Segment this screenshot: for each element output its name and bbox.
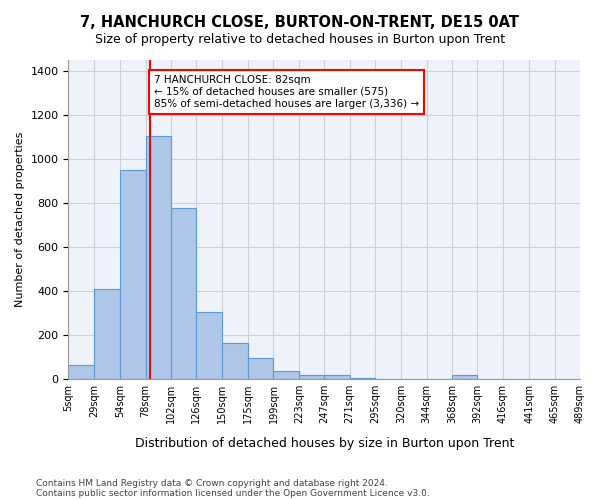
Bar	[68, 364, 94, 379]
Bar	[120, 170, 146, 379]
Text: Size of property relative to detached houses in Burton upon Trent: Size of property relative to detached ho…	[95, 32, 505, 46]
Bar	[274, 371, 299, 379]
Bar	[248, 358, 274, 379]
Y-axis label: Number of detached properties: Number of detached properties	[15, 132, 25, 307]
Text: 7, HANCHURCH CLOSE, BURTON-ON-TRENT, DE15 0AT: 7, HANCHURCH CLOSE, BURTON-ON-TRENT, DE1…	[80, 15, 520, 30]
Bar	[299, 375, 324, 379]
Bar	[324, 375, 350, 379]
Bar	[350, 378, 375, 379]
Text: Contains public sector information licensed under the Open Government Licence v3: Contains public sector information licen…	[36, 488, 430, 498]
Bar	[452, 375, 478, 379]
X-axis label: Distribution of detached houses by size in Burton upon Trent: Distribution of detached houses by size …	[134, 437, 514, 450]
Bar	[196, 312, 221, 379]
Text: 7 HANCHURCH CLOSE: 82sqm
← 15% of detached houses are smaller (575)
85% of semi-: 7 HANCHURCH CLOSE: 82sqm ← 15% of detach…	[154, 76, 419, 108]
Text: Contains HM Land Registry data © Crown copyright and database right 2024.: Contains HM Land Registry data © Crown c…	[36, 478, 388, 488]
Bar	[221, 343, 248, 379]
Bar	[171, 208, 196, 379]
Bar	[94, 288, 120, 379]
Bar	[146, 136, 171, 379]
